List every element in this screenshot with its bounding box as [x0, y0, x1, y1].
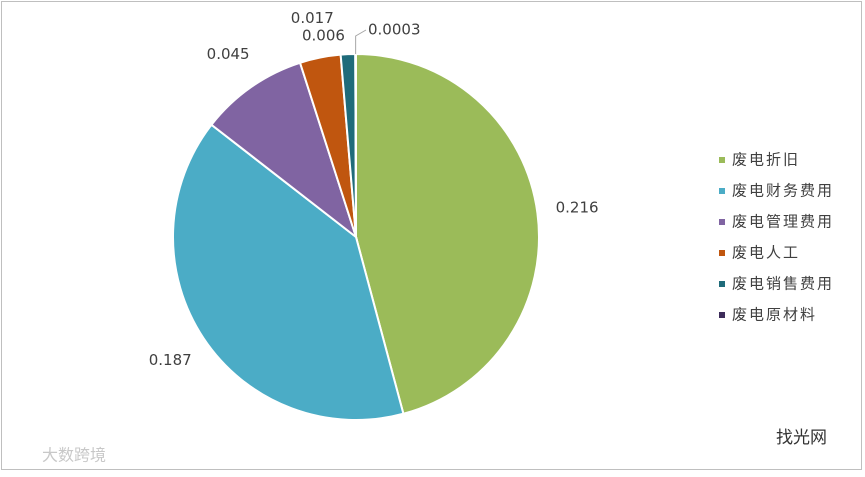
data-label: 0.187	[149, 351, 192, 369]
data-label: 0.045	[207, 45, 250, 63]
legend-label: 废电原材料	[732, 306, 817, 324]
legend-swatch	[719, 281, 725, 287]
watermark: 大数跨境	[42, 446, 106, 465]
legend-label: 废电管理费用	[732, 213, 834, 231]
legend-label: 废电销售费用	[732, 275, 834, 293]
legend-swatch	[719, 188, 725, 194]
leader-line	[355, 29, 367, 55]
legend-swatch	[719, 219, 725, 225]
legend-label: 废电人工	[732, 244, 800, 262]
watermark: 找光网	[776, 428, 827, 448]
pie-slice	[355, 52, 540, 415]
legend-label: 废电折旧	[732, 151, 800, 169]
legend-swatch	[719, 312, 725, 318]
data-label: 0.017	[291, 9, 334, 27]
data-label: 0.0003	[368, 21, 421, 39]
pie-slice	[172, 123, 405, 421]
legend-swatch	[719, 157, 725, 163]
data-label: 0.216	[556, 198, 599, 216]
legend-swatch	[719, 250, 725, 256]
legend-label: 废电财务费用	[732, 182, 834, 200]
pie-slice	[354, 52, 357, 238]
pie-slice	[210, 61, 358, 240]
data-label: 0.006	[302, 27, 345, 45]
